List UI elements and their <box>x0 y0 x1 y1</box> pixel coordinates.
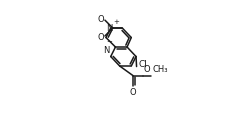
Text: −: − <box>106 39 112 45</box>
Text: N: N <box>104 46 110 55</box>
Text: N: N <box>106 24 112 33</box>
Text: O: O <box>98 15 104 24</box>
Text: O: O <box>144 65 150 74</box>
Text: Cl: Cl <box>139 60 147 69</box>
Text: O: O <box>98 32 104 42</box>
Text: +: + <box>113 19 119 25</box>
Text: CH₃: CH₃ <box>152 65 168 74</box>
Text: O: O <box>130 88 136 97</box>
